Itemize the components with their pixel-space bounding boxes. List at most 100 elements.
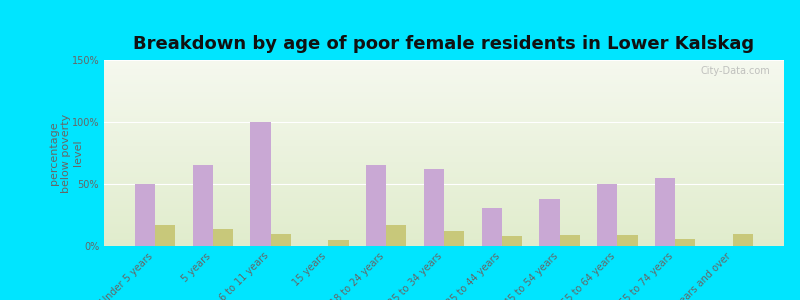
Bar [104, 222, 784, 224]
Bar [104, 105, 784, 106]
Bar [104, 211, 784, 212]
Bar [104, 242, 784, 244]
Bar [104, 103, 784, 105]
Y-axis label: percentage
below poverty
level: percentage below poverty level [50, 113, 82, 193]
Bar [104, 238, 784, 240]
Bar [104, 119, 784, 122]
Bar [104, 229, 784, 231]
Bar [104, 173, 784, 175]
Bar [104, 227, 784, 229]
Bar [213, 229, 233, 246]
Bar [104, 233, 784, 235]
Bar [104, 80, 784, 82]
Bar [104, 140, 784, 142]
Bar [104, 95, 784, 97]
Bar [104, 196, 784, 198]
Bar [539, 199, 559, 246]
Bar [104, 94, 784, 95]
Bar [104, 240, 784, 242]
Bar [104, 146, 784, 147]
Bar [104, 194, 784, 196]
Bar [502, 236, 522, 246]
Bar [104, 187, 784, 188]
Bar [329, 240, 349, 246]
Bar [104, 216, 784, 218]
Bar [104, 129, 784, 131]
Bar [104, 136, 784, 138]
Bar [104, 68, 784, 69]
Bar [104, 73, 784, 75]
Bar [104, 157, 784, 159]
Bar [104, 205, 784, 207]
Title: Breakdown by age of poor female residents in Lower Kalskag: Breakdown by age of poor female resident… [134, 35, 754, 53]
Bar [104, 237, 784, 239]
Bar [104, 64, 784, 66]
Bar [104, 108, 784, 110]
Bar [104, 86, 784, 88]
Bar [675, 238, 695, 246]
Bar [104, 142, 784, 144]
Bar [155, 225, 175, 246]
Bar [655, 178, 675, 246]
Bar [104, 184, 784, 187]
Bar [559, 235, 580, 246]
Text: City-Data.com: City-Data.com [701, 66, 770, 76]
Bar [104, 159, 784, 161]
Bar [104, 79, 784, 80]
Bar [104, 134, 784, 136]
Bar [104, 153, 784, 155]
Bar [104, 92, 784, 94]
Bar [104, 214, 784, 216]
Bar [104, 66, 784, 68]
Bar [733, 234, 753, 246]
Bar [104, 116, 784, 118]
Bar [104, 181, 784, 183]
Bar [104, 97, 784, 99]
Bar [424, 169, 444, 246]
Bar [104, 160, 784, 162]
Bar [104, 84, 784, 86]
Bar [104, 201, 784, 203]
Bar [104, 114, 784, 116]
Bar [104, 183, 784, 184]
Bar [193, 165, 213, 246]
Bar [104, 177, 784, 179]
Bar [104, 209, 784, 211]
Bar [104, 164, 784, 166]
Bar [104, 131, 784, 133]
Bar [104, 110, 784, 112]
Bar [104, 77, 784, 79]
Bar [104, 168, 784, 170]
Bar [104, 133, 784, 134]
Bar [597, 184, 618, 246]
Bar [104, 155, 784, 157]
Bar [104, 175, 784, 177]
Bar [104, 144, 784, 146]
Bar [104, 190, 784, 192]
Bar [104, 122, 784, 123]
Bar [104, 149, 784, 151]
Bar [270, 234, 291, 246]
Bar [104, 118, 784, 119]
Bar [104, 147, 784, 149]
Bar [104, 112, 784, 114]
Bar [104, 151, 784, 153]
Bar [104, 179, 784, 181]
Bar [135, 184, 155, 246]
Bar [104, 138, 784, 140]
Bar [104, 123, 784, 125]
Bar [104, 218, 784, 220]
Bar [104, 99, 784, 101]
Bar [104, 220, 784, 222]
Bar [104, 75, 784, 77]
Bar [104, 69, 784, 71]
Bar [104, 235, 784, 237]
Bar [366, 165, 386, 246]
Bar [104, 244, 784, 246]
Bar [104, 207, 784, 209]
Bar [482, 208, 502, 246]
Bar [104, 192, 784, 194]
Bar [104, 106, 784, 108]
Bar [104, 60, 784, 62]
Bar [104, 231, 784, 233]
